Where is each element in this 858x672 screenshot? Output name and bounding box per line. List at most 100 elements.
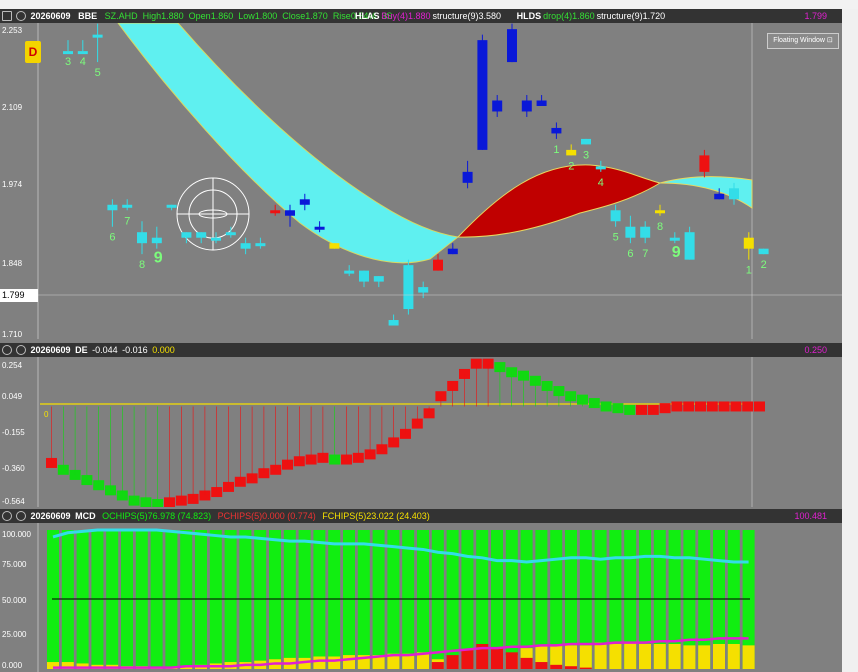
de-bars — [46, 358, 765, 507]
mcd-fchips: FCHIPS(5)23.022 (24.403) — [322, 511, 430, 521]
expand-icon: ⊡ — [826, 37, 833, 44]
candle-body — [521, 100, 532, 112]
candle-body — [225, 232, 236, 236]
candle-body — [299, 199, 310, 205]
close-icon[interactable] — [16, 345, 26, 355]
mcd-fchips-bar — [639, 643, 651, 669]
td-count-label: 7 — [642, 248, 648, 260]
td-count-label: 5 — [613, 232, 619, 244]
td-count-label: 5 — [95, 67, 101, 79]
settings-icon[interactable] — [2, 511, 12, 521]
de-bar — [671, 401, 683, 412]
candle-body — [418, 287, 429, 293]
close-icon[interactable] — [16, 511, 26, 521]
td-count-label: 7 — [124, 215, 130, 227]
mcd-fchips-bar — [76, 663, 89, 669]
price-ytick: 1.848 — [2, 259, 23, 268]
cloud-cyan — [117, 23, 460, 264]
candle-body — [433, 259, 443, 271]
mcd-pchips-bar — [476, 643, 489, 669]
de-ytick: -0.360 — [2, 464, 25, 473]
candle-body — [551, 127, 562, 134]
mcd-panel-header: 20260609 MCD OCHIPS(5)76.978 (74.823) PC… — [0, 509, 842, 523]
mcd-fchips-bar — [624, 642, 637, 669]
mcd-magenta-line — [53, 637, 749, 669]
hlas-buy: Buy(4)1.880 — [381, 11, 431, 21]
price-tag: Rise0.54% — [332, 11, 377, 21]
candle-body — [388, 320, 399, 326]
td-count-label: 4 — [598, 177, 604, 189]
mcd-fchips-bar — [683, 645, 696, 669]
mcd-fchips-bar — [328, 656, 341, 669]
settings-icon[interactable] — [2, 345, 12, 355]
de-bar — [695, 401, 706, 412]
d-badge[interactable]: D — [25, 41, 41, 63]
mcd-pchips-bar — [446, 655, 459, 669]
floating-window-button[interactable]: Floating Window ⊡ — [767, 33, 839, 49]
de-v1: -0.044 — [92, 345, 118, 355]
cloud-red — [456, 164, 753, 238]
candle-body — [77, 51, 88, 55]
mcd-chart — [0, 523, 842, 672]
mcd-fchips-bar — [372, 655, 385, 669]
candle-body — [359, 270, 369, 282]
price-symbol: BBE — [78, 11, 98, 21]
de-bar — [93, 480, 105, 491]
right-side-panel[interactable] — [842, 9, 858, 672]
candle-body — [92, 34, 103, 38]
mcd-name: MCD — [75, 511, 96, 521]
candle-body — [729, 188, 739, 200]
de-v3: 0.000 — [152, 345, 175, 355]
td-count-label: 9 — [154, 250, 163, 267]
settings-icon[interactable] — [16, 11, 26, 21]
de-bar — [683, 401, 695, 412]
de-bar — [553, 386, 565, 397]
de-panel-header: 20260609 DE -0.044 -0.016 0.000 0.250 — [0, 343, 842, 357]
mcd-fchips-bar — [594, 642, 607, 669]
price-tag: High1.880 — [142, 11, 184, 21]
td-count-label: 4 — [80, 56, 86, 68]
td-count-label: 8 — [139, 259, 145, 271]
candle-body — [477, 40, 488, 150]
mcd-fchips-bar — [698, 645, 711, 669]
candle-body — [403, 265, 414, 310]
mcd-fchips-bar — [313, 656, 326, 669]
de-v2: -0.016 — [122, 345, 148, 355]
price-tag: Low1.800 — [238, 11, 278, 21]
candle-body — [492, 100, 503, 112]
de-bar — [388, 437, 400, 448]
candle-body — [699, 155, 710, 172]
price-ytick: 1.710 — [2, 330, 23, 339]
de-date: 20260609 — [30, 345, 71, 355]
mcd-cyan-line — [52, 528, 749, 564]
td-count-label: 9 — [672, 244, 681, 261]
candle-body — [344, 270, 355, 274]
candle-body — [640, 226, 651, 238]
candle-body — [447, 248, 458, 255]
mcd-ytick: 25.000 — [2, 630, 27, 639]
candle-body — [595, 166, 606, 170]
price-right-value: 1.799 — [804, 11, 827, 21]
candle-body — [566, 149, 577, 156]
de-chart — [0, 357, 842, 507]
mcd-fchips-bar — [713, 643, 725, 669]
mcd-pchips-bar — [491, 648, 503, 669]
mcd-pchips-bar — [431, 662, 444, 669]
candle-body — [255, 243, 266, 247]
de-y-axis: 0.254 0.049 -0.155 -0.360 -0.564 0 — [0, 357, 48, 507]
hlds-structure: structure(9)1.720 — [596, 11, 666, 21]
de-bar — [659, 403, 671, 414]
menu-icon[interactable] — [2, 11, 12, 21]
de-right-value: 0.250 — [804, 345, 827, 355]
mcd-pchips: PCHIPS(5)0.000 (0.774) — [217, 511, 316, 521]
candles — [63, 23, 769, 326]
mcd-pchips-bar — [505, 652, 518, 669]
mcd-pchips-bar — [550, 664, 563, 669]
price-ytick: 1.974 — [2, 180, 23, 189]
candle-body — [462, 171, 473, 183]
mcd-pchips-bar — [461, 649, 474, 669]
price-tag: 3S — [381, 11, 393, 21]
de-bar — [293, 456, 305, 467]
de-bar — [46, 457, 57, 468]
